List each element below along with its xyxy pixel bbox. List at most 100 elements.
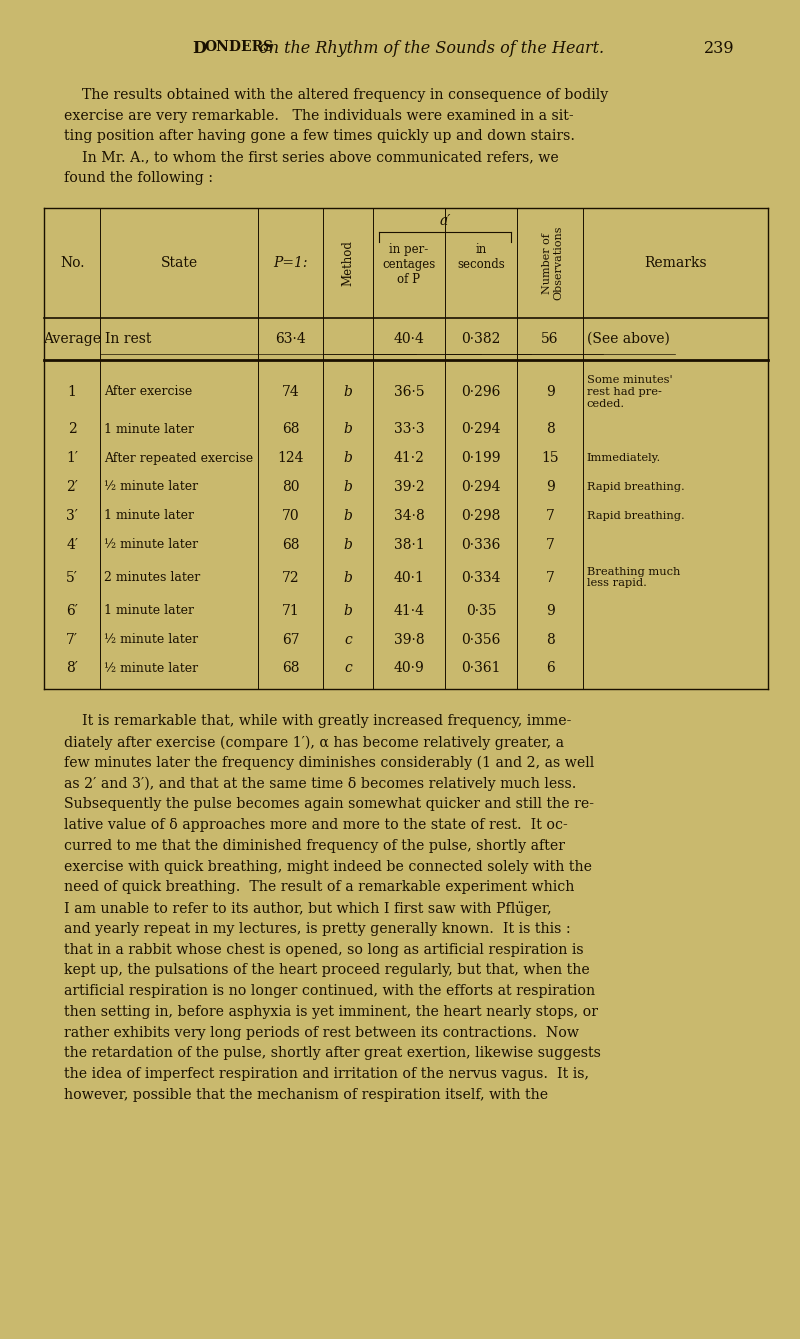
Text: 1′: 1′ — [66, 451, 78, 465]
Text: 41·2: 41·2 — [394, 451, 424, 465]
Text: 7: 7 — [546, 509, 554, 522]
Text: 0·361: 0·361 — [462, 661, 501, 675]
Text: 71: 71 — [282, 604, 300, 617]
Text: ting position after having gone a few times quickly up and down stairs.: ting position after having gone a few ti… — [64, 130, 575, 143]
Text: c: c — [344, 632, 352, 647]
Text: then setting in, before asphyxia is yet imminent, the heart nearly stops, or: then setting in, before asphyxia is yet … — [64, 1004, 598, 1019]
Text: that in a rabbit whose chest is opened, so long as artificial respiration is: that in a rabbit whose chest is opened, … — [64, 943, 584, 956]
Text: In Mr. A., to whom the first series above communicated refers, we: In Mr. A., to whom the first series abov… — [64, 150, 558, 165]
Text: 68: 68 — [282, 537, 300, 552]
Text: D: D — [192, 40, 206, 58]
Text: 0·296: 0·296 — [462, 386, 501, 399]
Text: 1 minute later: 1 minute later — [105, 509, 194, 522]
Text: 63·4: 63·4 — [275, 332, 306, 345]
Text: 4′: 4′ — [66, 537, 78, 552]
Text: b: b — [344, 386, 353, 399]
Text: 8: 8 — [546, 632, 554, 647]
Text: the idea of imperfect respiration and irritation of the nervus vagus.  It is,: the idea of imperfect respiration and ir… — [64, 1067, 589, 1081]
Text: Average: Average — [43, 332, 102, 345]
Text: 8: 8 — [546, 422, 554, 437]
Text: lative value of δ approaches more and more to the state of rest.  It oc-: lative value of δ approaches more and mo… — [64, 818, 568, 832]
Text: 7: 7 — [546, 537, 554, 552]
Text: exercise are very remarkable.   The individuals were examined in a sit-: exercise are very remarkable. The indivi… — [64, 108, 574, 123]
Text: a′: a′ — [439, 214, 450, 228]
Text: 0·356: 0·356 — [462, 632, 501, 647]
Text: Immediately.: Immediately. — [586, 453, 661, 463]
Text: 40·1: 40·1 — [394, 570, 424, 585]
Text: 1: 1 — [68, 386, 77, 399]
Text: 41·4: 41·4 — [394, 604, 424, 617]
Text: Rapid breathing.: Rapid breathing. — [586, 482, 685, 491]
Text: 124: 124 — [278, 451, 304, 465]
Text: rather exhibits very long periods of rest between its contractions.  Now: rather exhibits very long periods of res… — [64, 1026, 579, 1039]
Text: 3′: 3′ — [66, 509, 78, 522]
Text: 33·3: 33·3 — [394, 422, 424, 437]
Text: After exercise: After exercise — [105, 386, 193, 399]
Text: In rest: In rest — [106, 332, 152, 345]
Text: No.: No. — [60, 256, 85, 270]
Text: 15: 15 — [542, 451, 559, 465]
Text: ½ minute later: ½ minute later — [105, 633, 198, 647]
Text: 9: 9 — [546, 386, 554, 399]
Text: State: State — [161, 256, 198, 270]
Text: 36·5: 36·5 — [394, 386, 424, 399]
Text: 0·298: 0·298 — [462, 509, 501, 522]
Text: in
seconds: in seconds — [458, 244, 505, 270]
Text: 70: 70 — [282, 509, 300, 522]
Text: diately after exercise (compare 1′), α has become relatively greater, a: diately after exercise (compare 1′), α h… — [64, 735, 564, 750]
Text: 7: 7 — [546, 570, 554, 585]
Text: 9: 9 — [546, 479, 554, 494]
Text: 68: 68 — [282, 422, 300, 437]
Text: 2: 2 — [68, 422, 77, 437]
Text: few minutes later the frequency diminishes considerably (1 and 2, as well: few minutes later the frequency diminish… — [64, 755, 594, 770]
Text: 40·9: 40·9 — [394, 661, 424, 675]
Text: 56: 56 — [542, 332, 559, 345]
Text: Some minutes'
rest had pre-
ceded.: Some minutes' rest had pre- ceded. — [586, 375, 672, 408]
Text: 68: 68 — [282, 661, 300, 675]
Text: 40·4: 40·4 — [394, 332, 424, 345]
Text: the retardation of the pulse, shortly after great exertion, likewise suggests: the retardation of the pulse, shortly af… — [64, 1047, 601, 1060]
Text: 5′: 5′ — [66, 570, 78, 585]
Text: 34·8: 34·8 — [394, 509, 424, 522]
Text: as 2′ and 3′), and that at the same time δ becomes relatively much less.: as 2′ and 3′), and that at the same time… — [64, 777, 576, 791]
Text: 80: 80 — [282, 479, 300, 494]
Text: Remarks: Remarks — [644, 256, 706, 270]
Text: Subsequently the pulse becomes again somewhat quicker and still the re-: Subsequently the pulse becomes again som… — [64, 797, 594, 811]
Text: 39·2: 39·2 — [394, 479, 424, 494]
Text: 0·334: 0·334 — [462, 570, 501, 585]
Text: It is remarkable that, while with greatly increased frequency, imme-: It is remarkable that, while with greatl… — [64, 714, 571, 728]
Text: 39·8: 39·8 — [394, 632, 424, 647]
Text: P=1:: P=1: — [274, 256, 308, 270]
Text: need of quick breathing.  The result of a remarkable experiment which: need of quick breathing. The result of a… — [64, 880, 574, 894]
Text: I am unable to refer to its author, but which I first saw with Pflüger,: I am unable to refer to its author, but … — [64, 901, 552, 916]
Text: Method: Method — [342, 240, 354, 287]
Text: 6: 6 — [546, 661, 554, 675]
Text: b: b — [344, 604, 353, 617]
Text: 0·382: 0·382 — [462, 332, 501, 345]
Text: 0·294: 0·294 — [462, 479, 501, 494]
Text: 0·294: 0·294 — [462, 422, 501, 437]
Text: on the Rhythm of the Sounds of the Heart.: on the Rhythm of the Sounds of the Heart… — [254, 40, 605, 58]
Text: 8′: 8′ — [66, 661, 78, 675]
Text: (See above): (See above) — [587, 332, 670, 345]
Text: 7′: 7′ — [66, 632, 78, 647]
Text: 67: 67 — [282, 632, 300, 647]
Text: ½ minute later: ½ minute later — [105, 481, 198, 494]
Text: b: b — [344, 509, 353, 522]
Text: ½ minute later: ½ minute later — [105, 538, 198, 552]
Text: 38·1: 38·1 — [394, 537, 424, 552]
Text: in per-
centages
of P: in per- centages of P — [382, 244, 435, 287]
Text: 9: 9 — [546, 604, 554, 617]
Text: ONDERS: ONDERS — [204, 40, 273, 54]
Text: Number of
Observations: Number of Observations — [542, 226, 563, 300]
Text: 2′: 2′ — [66, 479, 78, 494]
Text: After repeated exercise: After repeated exercise — [105, 451, 254, 465]
Text: curred to me that the diminished frequency of the pulse, shortly after: curred to me that the diminished frequen… — [64, 838, 565, 853]
Text: Rapid breathing.: Rapid breathing. — [586, 510, 685, 521]
Text: artificial respiration is no longer continued, with the efforts at respiration: artificial respiration is no longer cont… — [64, 984, 595, 998]
Text: 239: 239 — [704, 40, 734, 58]
Text: 0·199: 0·199 — [462, 451, 501, 465]
Text: 72: 72 — [282, 570, 300, 585]
Text: 2 minutes later: 2 minutes later — [105, 572, 201, 584]
Text: kept up, the pulsations of the heart proceed regularly, but that, when the: kept up, the pulsations of the heart pro… — [64, 964, 590, 977]
